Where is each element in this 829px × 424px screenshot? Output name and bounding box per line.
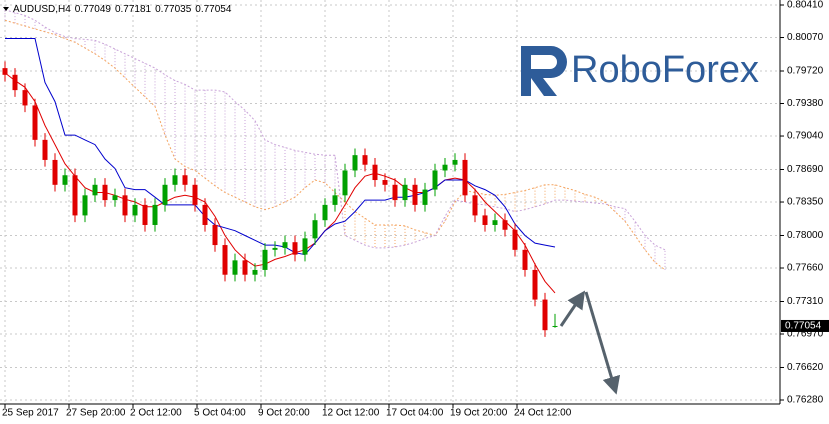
candle-body [292, 242, 298, 255]
price-label: 0.77054 [785, 321, 822, 332]
y-tick-label: 0.79720 [787, 66, 824, 77]
symbol: AUDUSD,H4 [13, 4, 71, 15]
candle-body [362, 155, 368, 165]
candle-body [112, 195, 118, 201]
candle-body [22, 90, 28, 106]
x-tick-label: 17 Oct 04:00 [386, 408, 444, 419]
candle-body [32, 105, 38, 140]
y-tick-label: 0.80070 [787, 32, 824, 43]
forecast-arrows [559, 290, 621, 395]
candle-body [2, 68, 8, 75]
candle-body [62, 175, 68, 185]
candle-body [282, 242, 288, 248]
candle-body [432, 170, 438, 190]
candle-body [52, 159, 58, 185]
y-tick-label: 0.76280 [787, 395, 824, 406]
candle-body [552, 325, 558, 327]
logo-text: RoboForex [571, 49, 759, 91]
candle-body [352, 155, 358, 171]
candles [2, 61, 558, 337]
candle-body [472, 195, 478, 216]
header: AUDUSD,H4 0.77049 0.77181 0.77035 0.77054 [13, 4, 232, 15]
ohlc-low: 0.77035 [155, 4, 192, 15]
candle-body [92, 184, 98, 196]
candle-body [42, 139, 48, 160]
candle-body [182, 175, 188, 185]
candle-body [302, 238, 308, 255]
y-tick-label: 0.79380 [787, 98, 824, 109]
candle-body [422, 189, 428, 205]
cloud-edge [4, 9, 666, 251]
watermark: RoboForex [521, 46, 759, 96]
ohlc-high: 0.77181 [115, 4, 152, 15]
y-tick-label: 0.78690 [787, 164, 824, 175]
candle-body [402, 184, 408, 201]
price-label-box [781, 319, 829, 332]
arrow-up [559, 290, 586, 327]
candle-body [492, 220, 498, 225]
candle-body [152, 204, 158, 225]
x-tick-label: 12 Oct 12:00 [322, 408, 380, 419]
candle-body [222, 245, 228, 275]
y-tick-label: 0.76970 [787, 329, 824, 340]
arrow-down [584, 291, 621, 395]
candle-body [372, 164, 378, 181]
candle-body [142, 204, 148, 225]
candle-body [512, 229, 518, 250]
y-tick-label: 0.78350 [787, 197, 824, 208]
x-tick-label: 19 Oct 20:00 [450, 408, 508, 419]
candle-body [312, 220, 318, 239]
x-tick-label: 9 Oct 20:00 [258, 408, 310, 419]
candle-body [252, 269, 258, 275]
x-tick-label: 27 Sep 20:00 [66, 408, 126, 419]
candle-body [452, 159, 458, 165]
y-tick-label: 0.76620 [787, 362, 824, 373]
candle-body [132, 204, 138, 216]
ohlc-open: 0.77049 [75, 4, 112, 15]
candle-body [212, 224, 218, 246]
candle-body [122, 195, 128, 216]
x-tick-label: 2 Oct 12:00 [130, 408, 182, 419]
candle-body [232, 260, 238, 275]
y-tick-label: 0.77660 [787, 263, 824, 274]
candle-body [442, 164, 448, 171]
y-tick-label: 0.79040 [787, 131, 824, 142]
grid [0, 0, 780, 404]
candle-body [262, 249, 268, 270]
candle-body [72, 175, 78, 216]
candle-body [542, 299, 548, 331]
y-tick-label: 0.80410 [787, 0, 824, 11]
candle-body [462, 159, 468, 196]
candle-body [392, 184, 398, 201]
logo-icon [521, 46, 567, 96]
candle-body [202, 204, 208, 225]
candle-body [502, 220, 508, 230]
candle-body [322, 204, 328, 221]
candle-body [272, 247, 278, 250]
symbol-menu[interactable] [3, 7, 9, 11]
candle-body [12, 74, 18, 91]
ohlc-close: 0.77054 [195, 4, 232, 15]
candle-body [332, 195, 338, 205]
candle-body [482, 215, 488, 225]
candle-body [382, 180, 388, 185]
candle-body [172, 175, 178, 185]
y-tick-label: 0.78000 [787, 230, 824, 241]
candle-body [412, 184, 418, 205]
x-tick-label: 24 Oct 12:00 [514, 408, 572, 419]
candle-body [82, 195, 88, 216]
x-tick-label: 5 Oct 04:00 [194, 408, 246, 419]
candle-body [242, 260, 248, 275]
candle-body [532, 269, 538, 300]
candle-body [342, 170, 348, 196]
x-tick-label: 25 Sep 2017 [2, 408, 59, 419]
candle-body [522, 249, 528, 270]
y-tick-label: 0.77310 [787, 296, 824, 307]
candle-body [102, 184, 108, 201]
candle-body [192, 184, 198, 205]
candle-body [162, 184, 168, 205]
